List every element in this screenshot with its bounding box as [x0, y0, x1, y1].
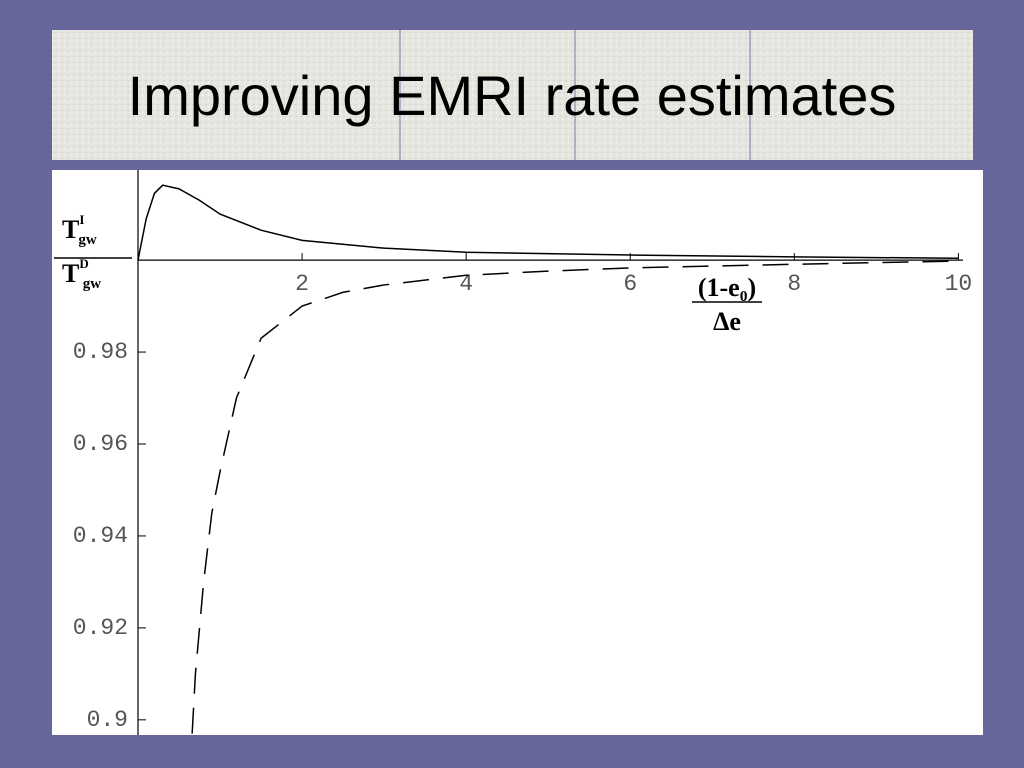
y-label-base: T: [62, 215, 79, 244]
y-tick-label: 0.98: [73, 339, 128, 365]
x-label-denominator: Δe: [713, 307, 741, 336]
y-label-sup: D: [79, 256, 88, 271]
y-tick-label: 0.92: [73, 615, 128, 641]
series-line: [191, 260, 959, 734]
y-label-denominator: TD gw: [62, 256, 101, 292]
series-group: [137, 184, 959, 734]
x-tick-label: 10: [945, 271, 973, 297]
x-tick-label: 2: [295, 271, 309, 297]
x-tick-label: 8: [787, 271, 801, 297]
y-label-sub: gw: [83, 276, 102, 292]
y-tick-label: 0.94: [73, 523, 128, 549]
y-label-base: T: [62, 259, 79, 288]
y-tick-label: 0.9: [87, 707, 128, 733]
y-label-numerator: TI gw: [62, 212, 97, 248]
x-tick-label: 6: [623, 271, 637, 297]
y-tick-label: 0.96: [73, 431, 128, 457]
x-tick-label: 4: [459, 271, 473, 297]
chart-panel: [52, 170, 983, 735]
series-line: [137, 184, 959, 261]
title-box: [52, 30, 973, 160]
x-label-numerator: (1-e₀): [698, 273, 756, 302]
y-label-sup: I: [79, 212, 84, 227]
y-label-sub: gw: [78, 232, 97, 248]
slide-title: Improving EMRI rate estimates: [128, 64, 897, 127]
